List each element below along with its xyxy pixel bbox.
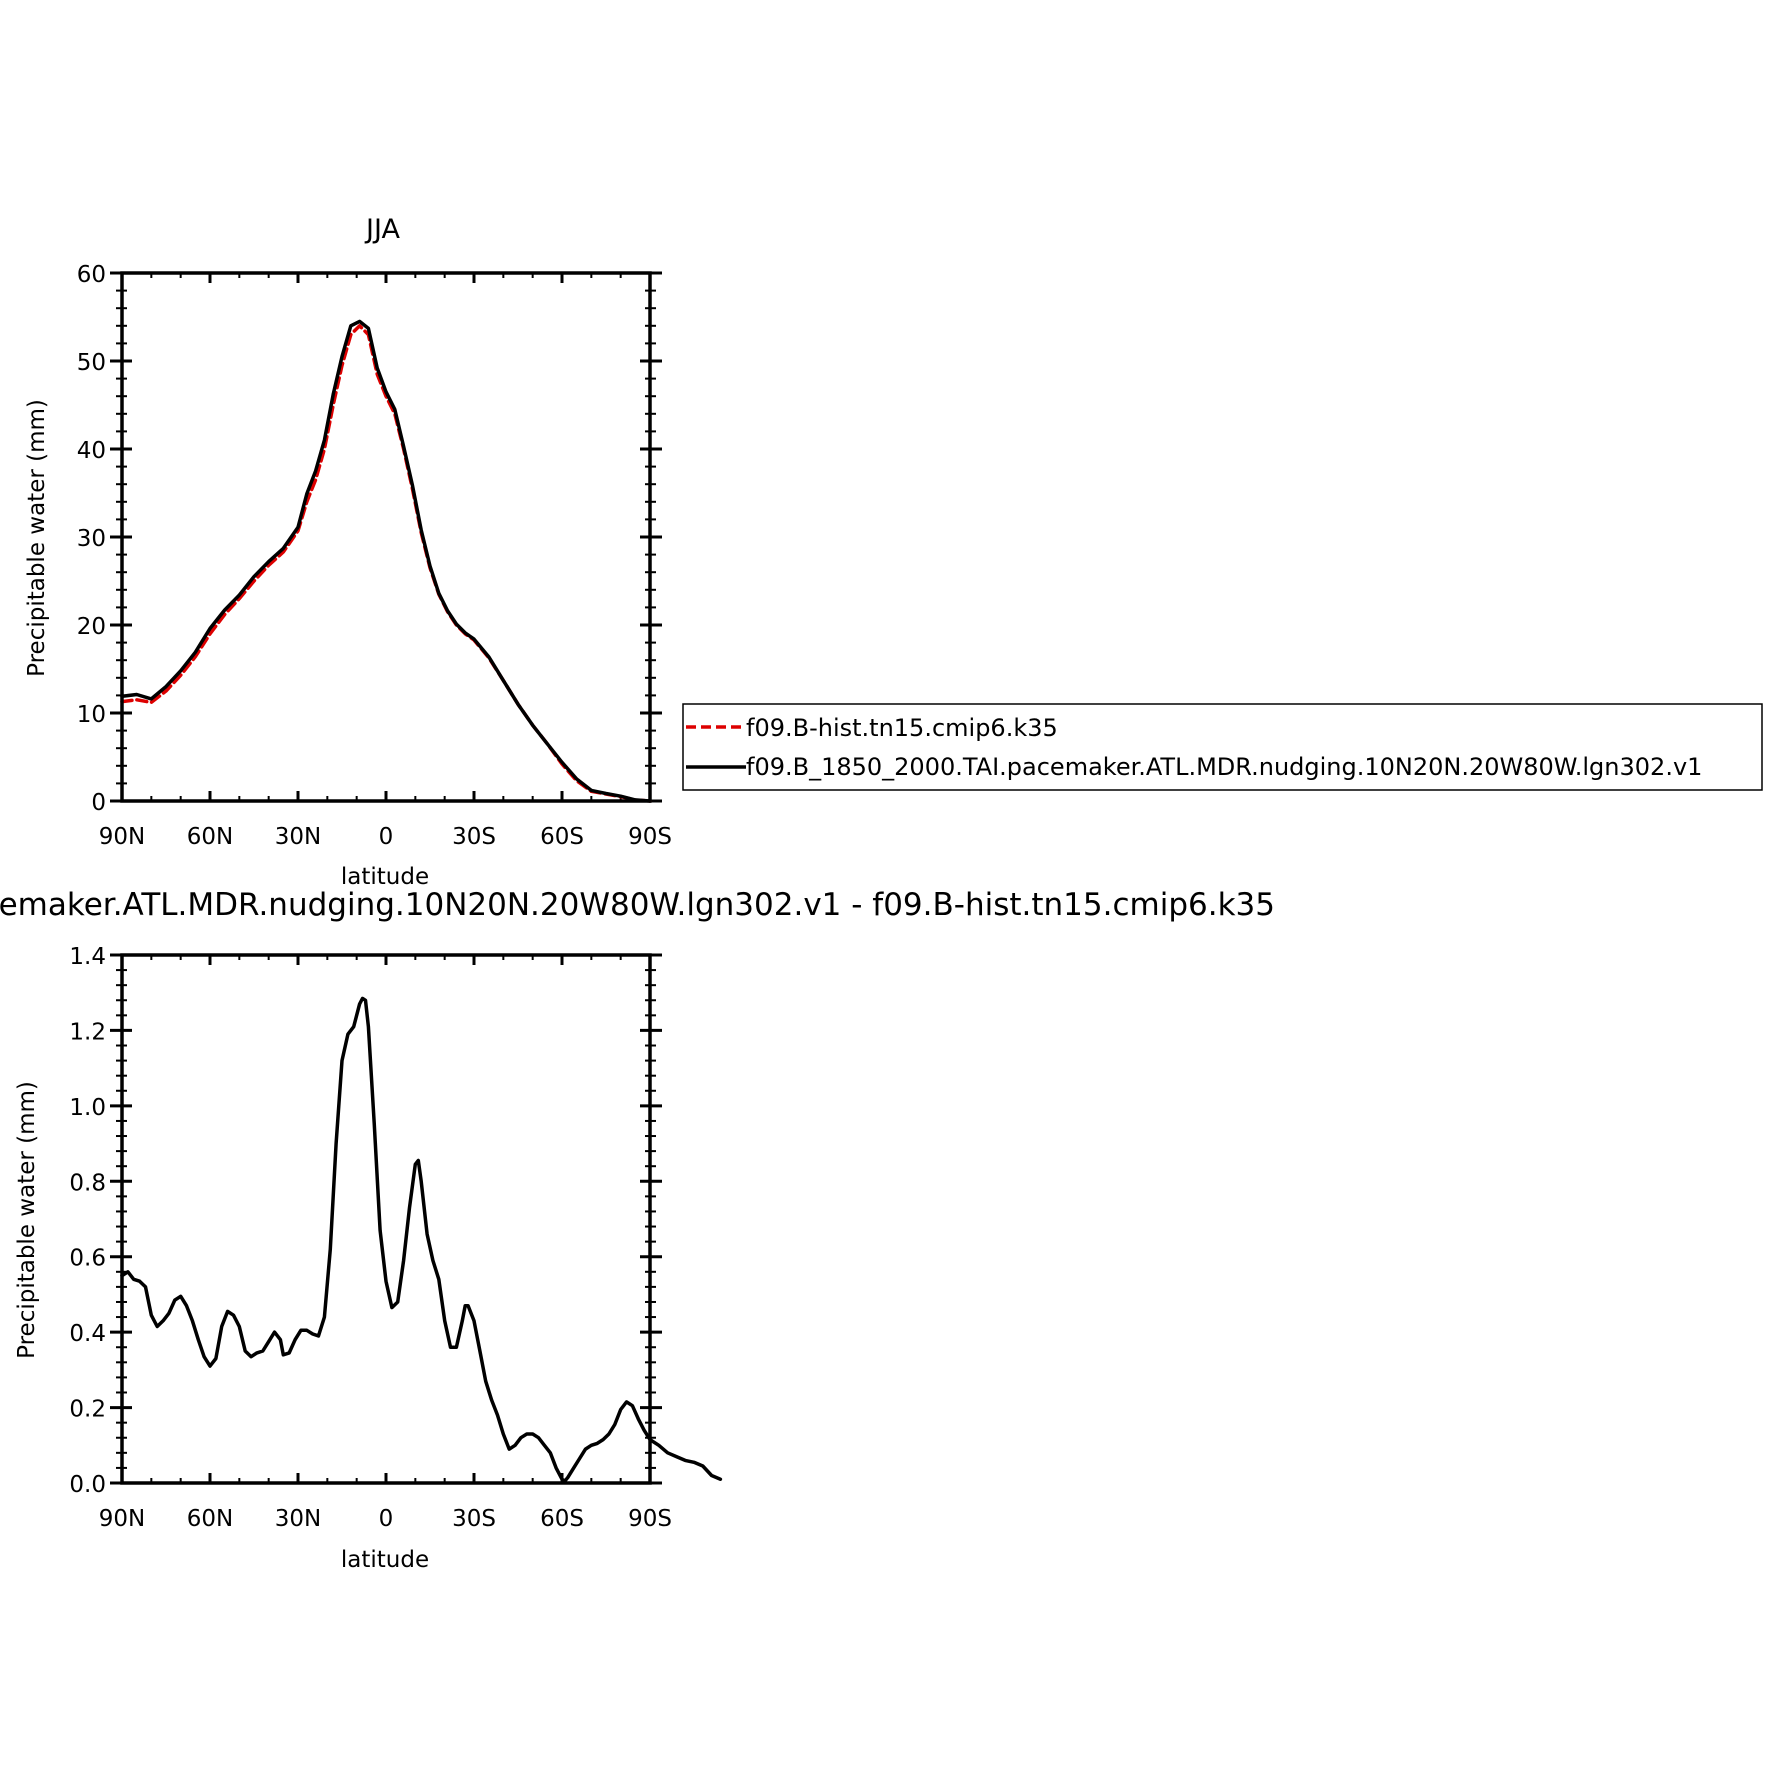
y-tick-label: 0.6 — [69, 1246, 106, 1272]
legend: f09.B-hist.tn15.cmip6.k35 f09.B_1850_200… — [682, 703, 1763, 791]
x-tick-label: 60S — [540, 1506, 584, 1532]
y-tick-label: 50 — [77, 350, 106, 376]
top-x-axis-label: latitude — [341, 864, 429, 890]
series-line-1 — [120, 319, 652, 803]
y-tick-label: 1.2 — [69, 1019, 106, 1045]
y-tick-label: 1.4 — [69, 944, 106, 970]
x-tick-label: 30S — [452, 824, 496, 850]
bottom-y-axis-label: Precipitable water (mm) — [14, 1081, 40, 1359]
y-tick-label: 0.2 — [69, 1397, 106, 1423]
series-line-0 — [120, 324, 652, 803]
legend-box — [682, 703, 1763, 791]
legend-label-pacemaker: f09.B_1850_2000.TAI.pacemaker.ATL.MDR.nu… — [746, 753, 1702, 781]
x-tick-label: 90N — [99, 1506, 145, 1532]
top-chart-title: JJA — [364, 214, 400, 245]
x-tick-label: 60N — [187, 824, 233, 850]
y-tick-label: 10 — [77, 702, 106, 728]
bottom-panel: f09.B_1850_2000.TAI.pacemaker.ATL.MDR.nu… — [0, 887, 1275, 1573]
x-tick-label: 30N — [275, 1506, 321, 1532]
y-tick-label: 0.4 — [69, 1321, 106, 1347]
y-tick-label: 60 — [77, 262, 106, 288]
y-tick-label: 0.8 — [69, 1170, 106, 1196]
bottom-plot-frame — [120, 953, 652, 1485]
legend-label-hist: f09.B-hist.tn15.cmip6.k35 — [746, 714, 1058, 742]
x-tick-label: 90S — [628, 1506, 672, 1532]
x-tick-label: 0 — [379, 824, 394, 850]
series-line-0 — [120, 996, 723, 1483]
top-plot-frame — [120, 271, 652, 803]
bottom-x-axis-label: latitude — [341, 1547, 429, 1573]
x-tick-label: 90N — [99, 824, 145, 850]
x-tick-label: 30N — [275, 824, 321, 850]
top-y-axis-label: Precipitable water (mm) — [24, 399, 50, 677]
y-tick-label: 30 — [77, 526, 106, 552]
y-tick-label: 20 — [77, 614, 106, 640]
y-tick-label: 0.0 — [69, 1472, 106, 1498]
y-tick-label: 1.0 — [69, 1095, 106, 1121]
bottom-chart-title: f09.B_1850_2000.TAI.pacemaker.ATL.MDR.nu… — [0, 887, 1275, 923]
x-tick-label: 60N — [187, 1506, 233, 1532]
top-panel: JJA 90N 60N 30N 0 30S 60S 90S 0 10 20 30 40 50 60 lat… — [24, 214, 672, 890]
y-tick-label: 40 — [77, 438, 106, 464]
x-tick-label: 30S — [452, 1506, 496, 1532]
x-tick-label: 90S — [628, 824, 672, 850]
y-tick-label: 0 — [91, 790, 106, 816]
x-tick-label: 0 — [379, 1506, 394, 1532]
x-tick-label: 60S — [540, 824, 584, 850]
